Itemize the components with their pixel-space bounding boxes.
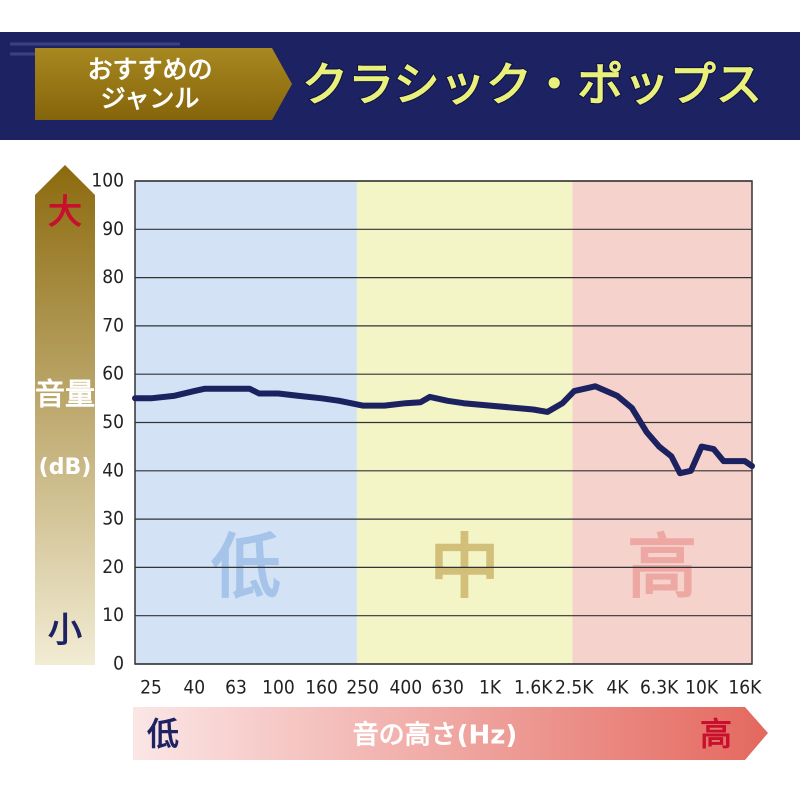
- genre-tag: [35, 48, 292, 120]
- pitch-arrow: [133, 707, 768, 760]
- y-tick-label: 70: [102, 314, 124, 336]
- x-tick-label: 4K: [606, 677, 629, 699]
- axis-end-low: 小: [48, 611, 82, 651]
- x-tick-label: 25: [140, 677, 162, 699]
- y-axis-label: 音量: [35, 378, 95, 413]
- x-tick-label: 630: [431, 677, 464, 699]
- x-tick-label: 400: [390, 677, 423, 699]
- axis-end-high: 大: [48, 193, 82, 233]
- axis-end-low: 低: [147, 715, 179, 753]
- axis-end-high: 高: [700, 715, 732, 753]
- x-tick-label: 1K: [479, 677, 502, 699]
- y-tick-label: 50: [102, 411, 124, 433]
- x-tick-label: 250: [346, 677, 379, 699]
- genre-tag-text: おすすめの: [87, 55, 212, 84]
- y-axis-label: (dB): [39, 455, 92, 480]
- x-tick-label: 2.5K: [555, 677, 594, 699]
- x-tick-label: 63: [225, 677, 247, 699]
- x-tick-label: 16K: [728, 677, 762, 699]
- volume-arrow: [35, 165, 95, 665]
- x-tick-label: 40: [183, 677, 205, 699]
- x-tick-label: 10K: [685, 677, 719, 699]
- y-tick-label: 10: [102, 604, 124, 626]
- y-tick-label: 90: [102, 218, 124, 240]
- y-tick-label: 60: [102, 363, 124, 385]
- y-tick-label: 80: [102, 266, 124, 288]
- x-tick-label: 100: [262, 677, 295, 699]
- genre-tag-text: ジャンル: [101, 84, 200, 113]
- plot-frame: [134, 180, 753, 665]
- y-tick-label: 100: [91, 170, 124, 192]
- x-tick-label: 160: [305, 677, 338, 699]
- title: クラシック・ポップス: [302, 58, 762, 112]
- y-tick-label: 0: [113, 653, 124, 675]
- plot: 低中高010203040506070809010025 40 63 100 160 250…: [91, 170, 762, 699]
- y-tick-label: 30: [102, 508, 124, 530]
- y-tick-label: 40: [102, 459, 124, 481]
- line: [132, 383, 755, 477]
- y-tick-label: 20: [102, 556, 124, 578]
- x-tick-label: 1.6K: [514, 677, 553, 699]
- x-axis-label: 音の高さ(Hz): [353, 720, 518, 751]
- x-tick-label: 6.3K: [640, 677, 679, 699]
